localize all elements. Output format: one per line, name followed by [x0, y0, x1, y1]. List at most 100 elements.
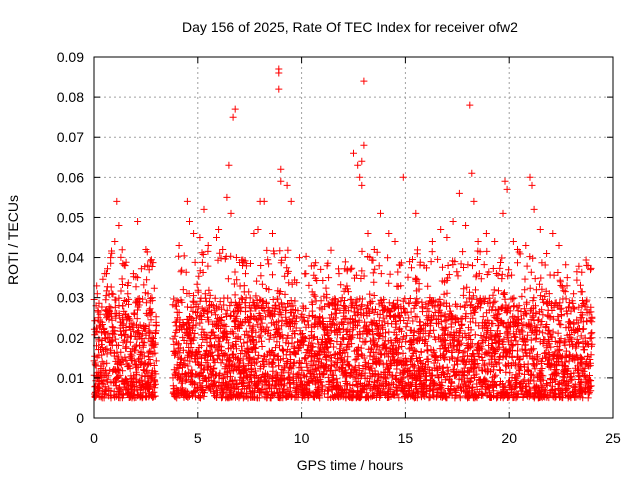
data-point [212, 311, 220, 319]
data-point [175, 242, 183, 249]
data-point [300, 314, 308, 321]
data-point [443, 394, 451, 402]
data-point [119, 281, 126, 288]
data-point [414, 390, 422, 398]
data-point [207, 335, 215, 343]
data-point [459, 291, 467, 299]
data-point [245, 288, 253, 296]
data-point [142, 323, 150, 330]
data-point [102, 366, 110, 374]
data-point [103, 378, 111, 386]
data-point [398, 327, 405, 335]
data-point [151, 384, 159, 392]
data-point [451, 258, 459, 266]
data-point [109, 290, 117, 298]
data-point [229, 330, 237, 338]
data-point [490, 286, 498, 294]
data-point [120, 320, 128, 328]
data-point [568, 375, 576, 383]
data-point [274, 352, 282, 360]
data-point [563, 282, 571, 290]
data-point [402, 323, 410, 331]
data-point [549, 328, 557, 336]
data-point [114, 342, 122, 349]
data-point [342, 327, 350, 335]
data-point [246, 354, 254, 362]
data-point [503, 308, 511, 316]
data-point [185, 290, 193, 297]
data-point [393, 365, 401, 373]
data-point [139, 295, 147, 303]
data-point [257, 262, 265, 269]
data-point [152, 322, 160, 330]
data-point [581, 303, 589, 311]
data-point [490, 299, 498, 307]
data-point [426, 294, 434, 302]
data-point [575, 367, 583, 375]
data-point [216, 369, 224, 377]
data-point [573, 268, 581, 276]
data-point [233, 381, 241, 389]
data-point [208, 301, 215, 309]
data-point [282, 306, 290, 314]
data-point [99, 275, 107, 283]
data-point [299, 330, 306, 337]
data-point [575, 303, 583, 311]
data-point [411, 346, 419, 354]
data-point [302, 304, 310, 312]
data-point [180, 360, 188, 368]
data-point [444, 274, 452, 282]
data-point [365, 326, 373, 334]
data-point [263, 390, 271, 398]
data-point [423, 390, 431, 398]
data-point [112, 335, 120, 343]
data-point [508, 271, 516, 279]
data-point [377, 209, 384, 217]
data-point [276, 247, 284, 255]
data-point [464, 352, 471, 360]
data-point [586, 383, 594, 390]
data-point [454, 348, 462, 356]
data-point [463, 283, 471, 291]
data-point [280, 382, 288, 390]
data-point [573, 335, 581, 343]
data-point [367, 299, 374, 307]
data-point [494, 271, 502, 279]
data-point [209, 328, 217, 336]
data-point [178, 298, 186, 306]
data-point [343, 266, 351, 274]
data-point [200, 205, 208, 213]
data-point [370, 337, 378, 345]
data-point [460, 386, 468, 394]
data-point [326, 323, 334, 331]
data-point [330, 343, 338, 351]
data-point [443, 363, 451, 371]
data-point [452, 314, 460, 322]
data-point [152, 313, 160, 321]
data-point [125, 314, 133, 322]
data-point [551, 338, 559, 345]
y-tick-label: 0.07 [57, 129, 84, 145]
data-point [570, 290, 578, 298]
data-point [194, 303, 202, 311]
data-point [140, 339, 148, 347]
data-point [317, 378, 325, 386]
data-point [456, 347, 464, 354]
data-point [427, 258, 435, 266]
data-point [462, 222, 470, 229]
data-point [441, 311, 449, 319]
data-point [385, 279, 393, 287]
data-point [412, 209, 420, 217]
data-point [216, 342, 224, 350]
data-point [223, 193, 231, 201]
data-point [404, 273, 412, 281]
data-point [456, 341, 464, 349]
data-point [152, 357, 160, 365]
data-point [525, 380, 533, 388]
data-point [101, 346, 109, 353]
data-point [555, 242, 563, 249]
data-point [506, 307, 514, 315]
data-point [152, 380, 159, 388]
data-point [557, 304, 565, 312]
